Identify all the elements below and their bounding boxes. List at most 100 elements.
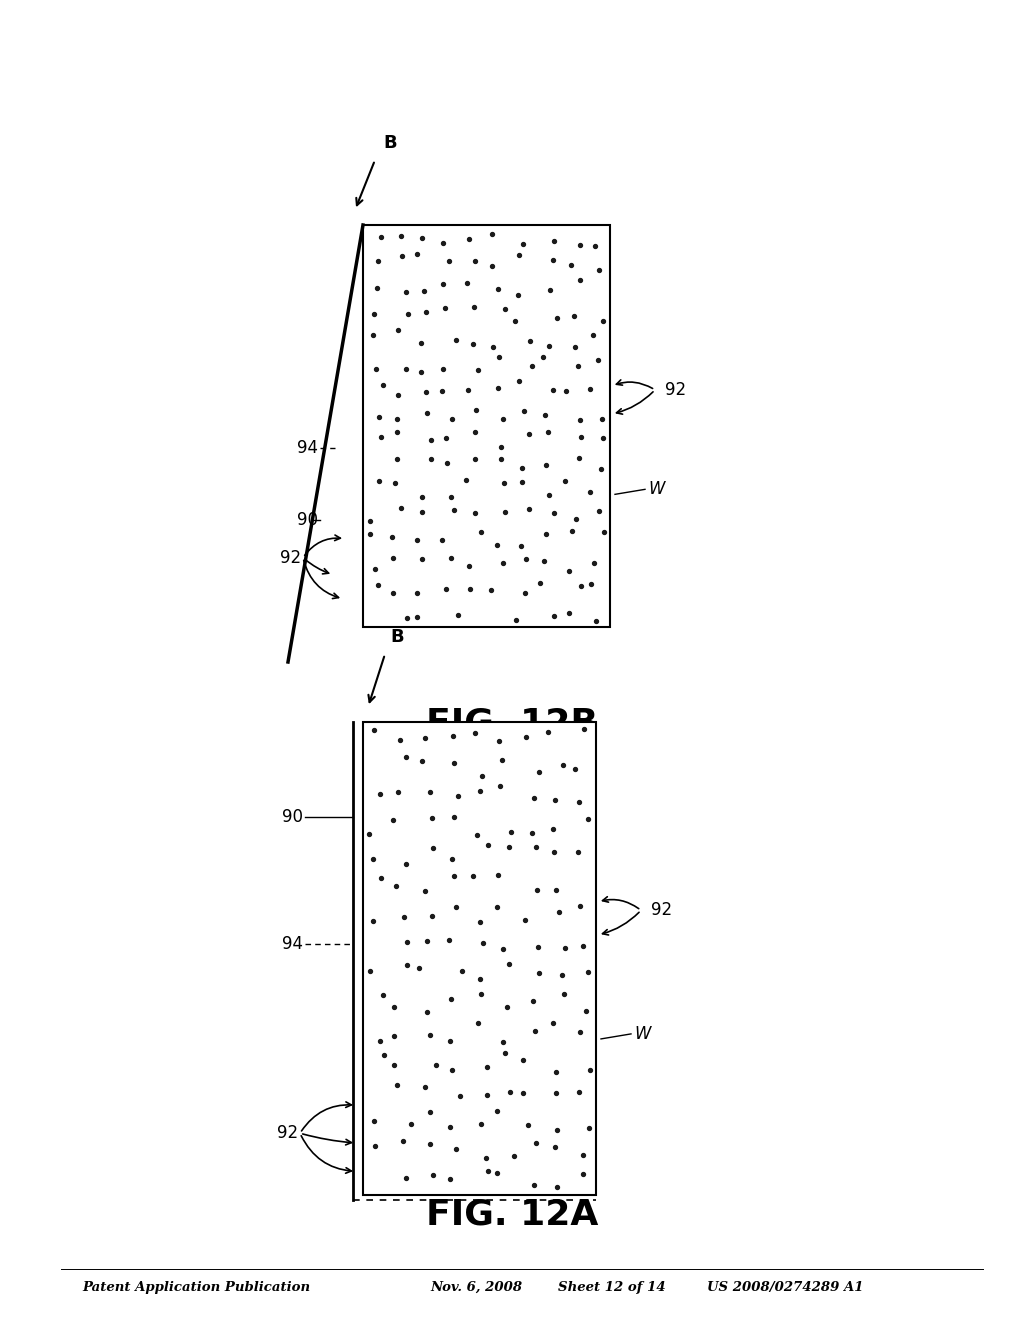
- Point: [441, 929, 458, 950]
- Point: [452, 1085, 468, 1106]
- Point: [537, 405, 553, 426]
- Point: [467, 503, 483, 524]
- Text: 92: 92: [651, 902, 672, 919]
- Point: [583, 574, 599, 595]
- Point: [417, 727, 433, 748]
- Text: 94: 94: [297, 440, 318, 457]
- Point: [575, 718, 592, 739]
- Point: [571, 269, 588, 290]
- Point: [390, 385, 407, 407]
- Point: [558, 380, 574, 401]
- Point: [529, 936, 546, 957]
- Point: [547, 789, 563, 810]
- Point: [525, 990, 542, 1011]
- Point: [548, 1082, 564, 1104]
- Point: [531, 573, 548, 594]
- Point: [590, 260, 606, 281]
- Point: [521, 499, 538, 520]
- Point: [370, 277, 386, 298]
- Point: [423, 429, 439, 450]
- Point: [520, 1114, 537, 1135]
- Point: [567, 759, 584, 780]
- Point: [399, 954, 416, 975]
- Point: [530, 762, 547, 783]
- Point: [580, 808, 596, 829]
- Point: [489, 378, 506, 399]
- Point: [465, 334, 481, 355]
- Point: [479, 1085, 496, 1106]
- Point: [585, 325, 601, 346]
- Point: [572, 409, 589, 430]
- Point: [442, 548, 459, 569]
- Point: [549, 1176, 565, 1197]
- Point: [502, 1082, 518, 1104]
- Point: [517, 582, 534, 603]
- Point: [450, 605, 466, 626]
- Point: [588, 610, 604, 631]
- Point: [361, 960, 378, 981]
- Point: [467, 722, 483, 743]
- Point: [568, 508, 585, 529]
- Point: [594, 409, 610, 430]
- Point: [461, 228, 477, 249]
- Point: [548, 1061, 564, 1082]
- Text: B: B: [390, 628, 403, 645]
- Point: [501, 836, 517, 857]
- Point: [422, 1024, 438, 1045]
- Point: [497, 1043, 513, 1064]
- Point: [414, 549, 430, 570]
- Point: [366, 719, 382, 741]
- Point: [447, 896, 464, 917]
- Point: [489, 1101, 506, 1122]
- Point: [399, 932, 416, 953]
- Point: [385, 582, 401, 603]
- Point: [547, 1137, 563, 1158]
- Point: [462, 578, 478, 599]
- Point: [565, 305, 582, 326]
- Point: [372, 1030, 388, 1051]
- Point: [586, 552, 602, 573]
- Point: [546, 231, 562, 252]
- Point: [414, 502, 430, 523]
- Text: 92: 92: [276, 1125, 298, 1142]
- Point: [425, 1164, 441, 1185]
- Text: 90: 90: [297, 511, 318, 529]
- Point: [449, 1139, 465, 1160]
- Point: [497, 298, 513, 319]
- Point: [501, 953, 517, 974]
- Point: [371, 407, 387, 428]
- Point: [434, 358, 451, 379]
- Point: [514, 1082, 530, 1104]
- Point: [400, 304, 417, 325]
- Point: [445, 752, 462, 774]
- Point: [503, 821, 519, 842]
- Point: [384, 527, 400, 548]
- Point: [361, 524, 378, 545]
- Point: [541, 721, 557, 742]
- Point: [398, 854, 415, 875]
- Point: [572, 576, 589, 597]
- Point: [386, 1026, 402, 1047]
- Point: [442, 486, 459, 507]
- Point: [376, 1044, 392, 1065]
- Point: [446, 866, 463, 887]
- Point: [484, 255, 501, 276]
- Point: [496, 473, 512, 494]
- Point: [575, 936, 592, 957]
- Point: [596, 521, 612, 543]
- Point: [525, 788, 542, 809]
- Point: [561, 602, 578, 623]
- Point: [581, 1117, 597, 1138]
- Point: [472, 969, 488, 990]
- Text: 92: 92: [665, 381, 686, 399]
- Point: [513, 471, 529, 492]
- Point: [367, 1111, 383, 1133]
- Point: [479, 834, 496, 855]
- Point: [490, 347, 507, 368]
- Point: [521, 331, 538, 352]
- Point: [388, 875, 404, 896]
- Point: [593, 458, 609, 479]
- Point: [483, 223, 500, 244]
- Text: Sheet 12 of 14: Sheet 12 of 14: [558, 1280, 666, 1294]
- Point: [570, 1081, 587, 1102]
